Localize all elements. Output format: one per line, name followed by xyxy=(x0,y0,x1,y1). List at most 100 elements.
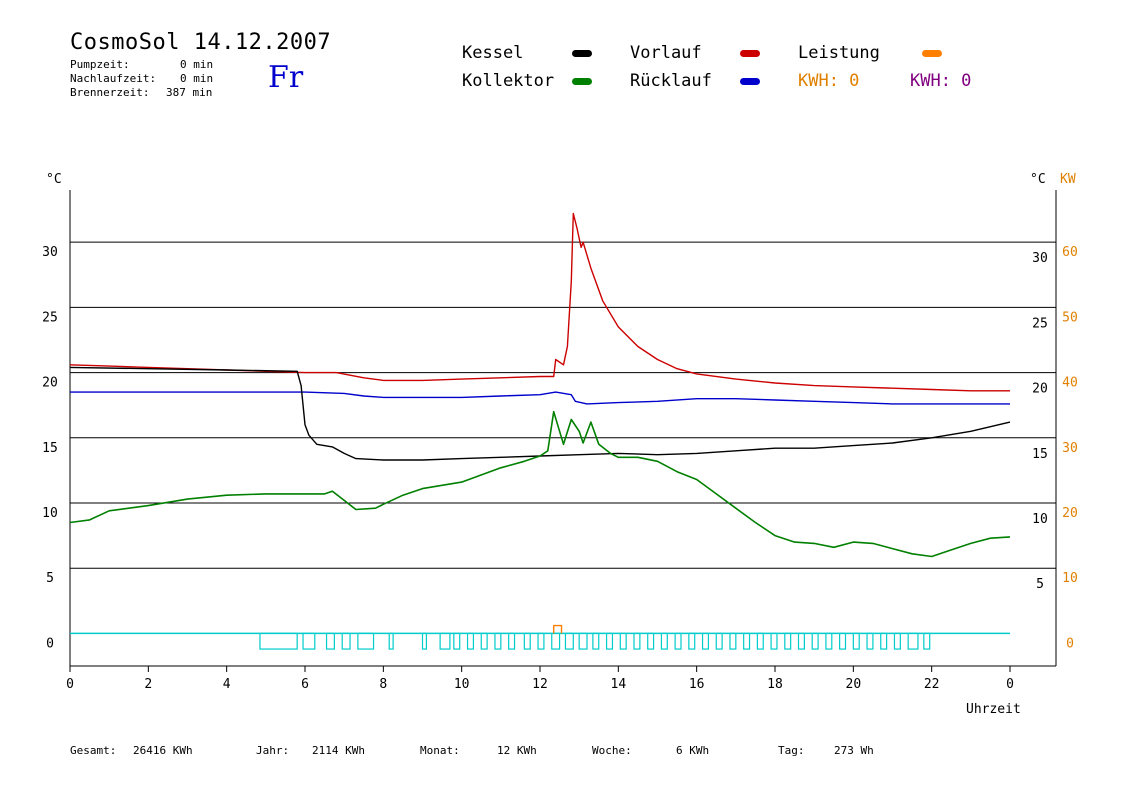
pump-pulse xyxy=(357,632,375,650)
y-tick-label-left: 5 xyxy=(46,571,54,586)
footer-tag-value: 273 Wh xyxy=(834,744,874,757)
pump-pulse xyxy=(537,632,545,650)
series-kollektor xyxy=(69,410,1011,558)
pump-pulse xyxy=(259,632,298,650)
y-tick-label-kw: 50 xyxy=(1062,310,1078,325)
pump-pulse xyxy=(674,632,682,650)
y-tick-label-right: 30 xyxy=(1032,251,1048,266)
pump-pulse xyxy=(421,632,428,650)
pump-pulse xyxy=(592,632,600,650)
left-axis-unit: °C xyxy=(46,172,62,187)
stat-label: Pumpzeit: xyxy=(70,58,130,71)
pump-pulse xyxy=(923,632,931,650)
axis-layer xyxy=(69,190,1057,672)
legend-kessel-swatch xyxy=(572,50,592,57)
series-leistung xyxy=(553,624,563,634)
pump-pulse xyxy=(302,632,316,650)
x-tick-label: 22 xyxy=(924,677,940,692)
y-tick-label-kw: 60 xyxy=(1062,245,1078,260)
y-tick-label-right: 5 xyxy=(1036,577,1044,592)
footer-monat-value: 12 KWh xyxy=(497,744,537,757)
pump-pulse xyxy=(701,632,710,650)
footer-gesamt-label: Gesamt: xyxy=(70,744,117,757)
pump-pulse xyxy=(907,632,919,650)
x-tick-label: 12 xyxy=(532,677,548,692)
x-tick-label: 6 xyxy=(301,677,309,692)
y-tick-label-kw: 20 xyxy=(1062,506,1078,521)
footer-woche-label: Woche: xyxy=(592,744,632,757)
pump-pulse xyxy=(523,632,531,650)
footer-jahr-value: 2114 KWh xyxy=(312,744,365,757)
y-tick-label-right: 20 xyxy=(1032,382,1048,397)
footer-tag-label: Tag: xyxy=(778,744,805,757)
y-tick-label-left: 0 xyxy=(46,636,54,651)
y-tick-label-kw: 30 xyxy=(1062,441,1078,456)
y-tick-label-left: 30 xyxy=(42,245,58,260)
pump-pulse xyxy=(825,632,833,650)
footer-monat-label: Monat: xyxy=(420,744,460,757)
x-tick-label: 18 xyxy=(767,677,783,692)
series-ruecklauf xyxy=(70,391,1010,405)
series-vorlauf xyxy=(69,212,1010,392)
pump-pulse xyxy=(578,632,588,650)
pump-pulse xyxy=(866,632,874,650)
legend-vorlauf: Vorlauf xyxy=(630,43,702,63)
pump-pulse xyxy=(729,632,737,650)
pump-pulse xyxy=(688,632,696,650)
pump-pulse xyxy=(341,632,351,650)
series-layer xyxy=(69,212,1011,634)
y-tick-label-left: 20 xyxy=(42,376,58,391)
page-title: CosmoSol 14.12.2007 xyxy=(70,30,332,55)
stat-nachlaufzeit-value: 0 min xyxy=(180,72,214,85)
pump-pulse xyxy=(564,632,574,650)
legend-ruecklauf: Rücklauf xyxy=(630,71,712,91)
legend-kollektor-swatch xyxy=(572,78,592,85)
stat-nachlaufzeit: Nachlaufzeit: xyxy=(70,72,157,85)
pump-pulse xyxy=(633,632,641,650)
series-kessel xyxy=(69,366,1011,461)
x-tick-label: 14 xyxy=(611,677,627,692)
pump-pulse xyxy=(756,632,764,650)
pump-pulse xyxy=(811,632,819,650)
footer-jahr-label: Jahr: xyxy=(256,744,290,757)
pump-pulse xyxy=(797,632,805,650)
pump-pulse xyxy=(619,632,627,650)
right-axis-unit-kw: KW xyxy=(1060,172,1076,187)
pump-pulse xyxy=(839,632,847,650)
pump-pulse xyxy=(508,632,516,650)
x-tick-label: 0 xyxy=(66,677,74,692)
y-tick-label-right: 15 xyxy=(1032,447,1048,462)
weekday-label: Fr xyxy=(268,60,304,95)
x-tick-label: 20 xyxy=(846,677,862,692)
pump-pulse xyxy=(466,632,475,650)
right-axis-unit: °C xyxy=(1030,172,1046,187)
legend-kwh-orange: KWH: 0 xyxy=(798,71,860,91)
pump-pulse xyxy=(453,632,461,650)
footer-gesamt-value: 26416 KWh xyxy=(133,744,193,757)
footer-woche-value: 6 KWh xyxy=(676,744,710,757)
pump-pulse xyxy=(439,632,451,650)
pump-pulse xyxy=(660,632,668,650)
legend-kwh-purple: KWH: 0 xyxy=(910,71,972,91)
y-tick-label-right: 10 xyxy=(1032,512,1048,527)
pump-pulse xyxy=(551,632,561,650)
y-tick-label-kw: 10 xyxy=(1062,571,1078,586)
legend-leistung: Leistung xyxy=(798,43,880,63)
x-tick-label: 2 xyxy=(144,677,152,692)
stat-pumpzeit-value: 0 min xyxy=(180,58,214,71)
pump-pulse xyxy=(325,632,335,650)
pump-pulse xyxy=(715,632,723,650)
y-tick-label-kw: 0 xyxy=(1066,636,1074,651)
pump-pulse xyxy=(605,632,614,650)
pump-pulse xyxy=(494,632,502,650)
legend-ruecklauf-swatch xyxy=(740,78,760,85)
legend-vorlauf-swatch xyxy=(740,50,760,57)
pump-pulse xyxy=(743,632,751,650)
y-tick-label-left: 25 xyxy=(42,310,58,325)
y-tick-label-left: 10 xyxy=(42,506,58,521)
label-layer: 0 2 4 6 8 10 12 14 16 18 20 22 0 0 5 10 15 20 25 30 5 10 15 20 2… xyxy=(42,245,1078,692)
legend-leistung-swatch xyxy=(922,50,942,57)
legend-kessel: Kessel xyxy=(462,43,524,63)
pump-pulse xyxy=(880,632,888,650)
y-tick-label-kw: 40 xyxy=(1062,376,1078,391)
